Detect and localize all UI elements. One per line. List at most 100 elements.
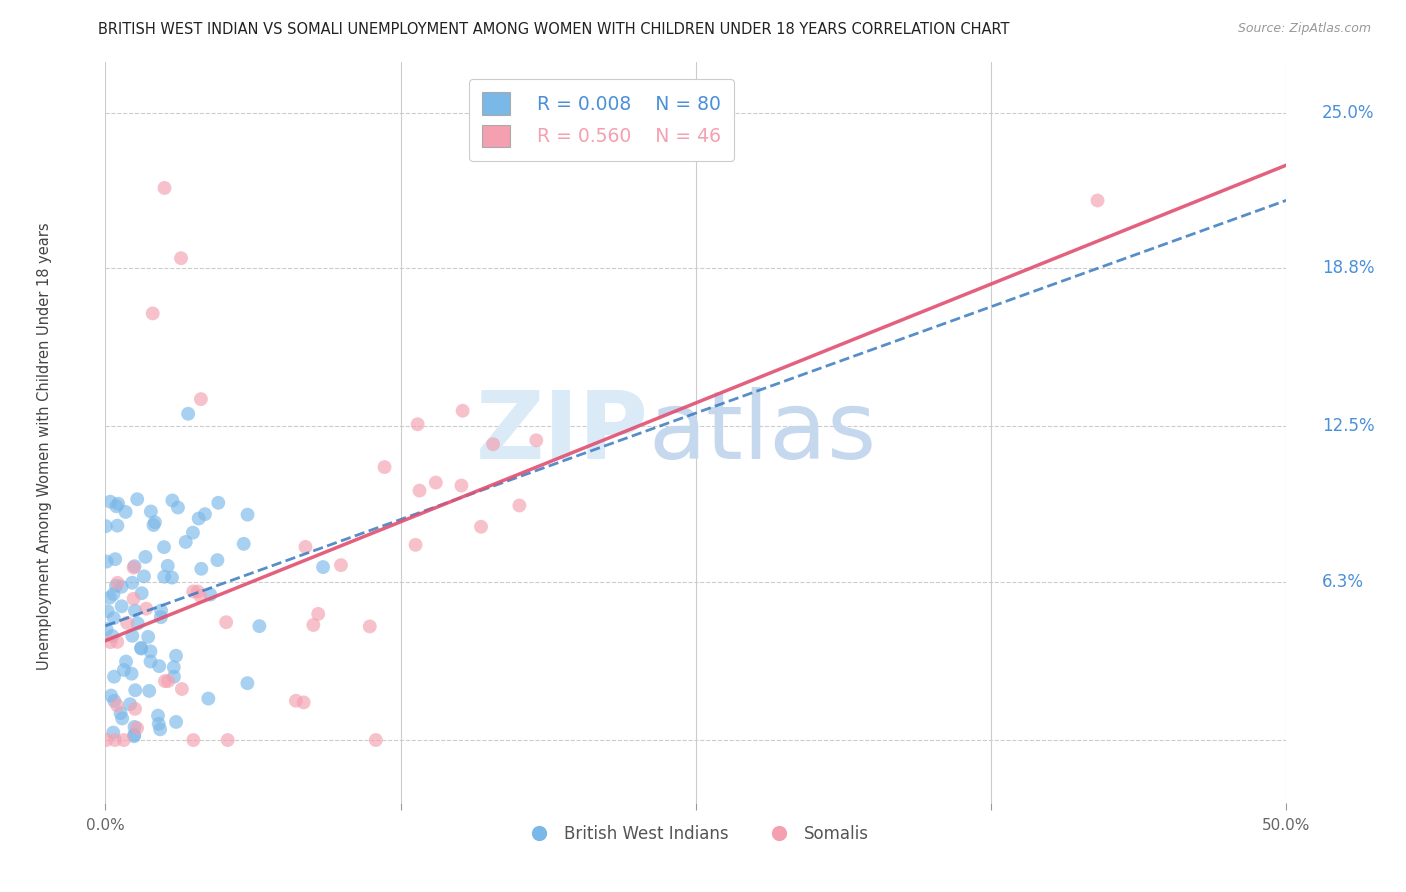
Point xyxy=(406,417,429,432)
Point xyxy=(148,659,170,673)
Point xyxy=(110,706,132,720)
Text: 18.8%: 18.8% xyxy=(1322,260,1375,277)
Text: atlas: atlas xyxy=(648,386,877,479)
Point xyxy=(132,569,155,583)
Point xyxy=(149,723,172,737)
Point xyxy=(103,725,125,739)
Text: Source: ZipAtlas.com: Source: ZipAtlas.com xyxy=(1237,22,1371,36)
Point xyxy=(187,511,209,525)
Point xyxy=(107,497,129,511)
Point xyxy=(188,589,211,603)
Text: 6.3%: 6.3% xyxy=(1322,573,1364,591)
Point xyxy=(150,604,173,618)
Point xyxy=(103,587,125,601)
Point xyxy=(115,615,138,630)
Point xyxy=(190,562,212,576)
Point xyxy=(187,584,209,599)
Point xyxy=(160,571,183,585)
Point xyxy=(121,575,143,590)
Point xyxy=(408,483,430,498)
Point xyxy=(121,666,143,681)
Point xyxy=(98,591,121,605)
Point xyxy=(107,575,129,590)
Point xyxy=(247,619,270,633)
Point xyxy=(451,403,474,417)
Point xyxy=(207,553,229,567)
Point xyxy=(96,555,118,569)
Point xyxy=(524,434,547,448)
Point xyxy=(425,475,447,490)
Point xyxy=(121,629,143,643)
Point xyxy=(103,611,125,625)
Point xyxy=(105,500,128,514)
Text: ZIP: ZIP xyxy=(475,386,648,479)
Point xyxy=(124,720,146,734)
Point xyxy=(129,640,152,655)
Point xyxy=(312,560,335,574)
Point xyxy=(98,494,121,508)
Point xyxy=(153,181,176,195)
Point xyxy=(170,251,193,265)
Point xyxy=(373,460,395,475)
Point xyxy=(97,604,120,618)
Point xyxy=(96,733,118,747)
Point xyxy=(129,641,152,656)
Legend: British West Indians, Somalis: British West Indians, Somalis xyxy=(516,819,876,850)
Point xyxy=(100,689,122,703)
Point xyxy=(124,702,146,716)
Point xyxy=(112,733,135,747)
Point xyxy=(153,570,176,584)
Point xyxy=(215,615,238,630)
Point xyxy=(197,691,219,706)
Point xyxy=(124,559,146,574)
Point xyxy=(200,588,222,602)
Point xyxy=(156,558,179,573)
Point xyxy=(217,733,239,747)
Point xyxy=(105,518,128,533)
Point xyxy=(157,674,180,689)
Point xyxy=(181,584,204,599)
Point xyxy=(330,558,353,573)
Point xyxy=(302,618,325,632)
Point xyxy=(139,655,162,669)
Point xyxy=(177,407,200,421)
Point xyxy=(127,616,149,631)
Point xyxy=(104,733,127,747)
Point xyxy=(114,505,136,519)
Point xyxy=(284,694,307,708)
Text: BRITISH WEST INDIAN VS SOMALI UNEMPLOYMENT AMONG WOMEN WITH CHILDREN UNDER 18 YE: BRITISH WEST INDIAN VS SOMALI UNEMPLOYME… xyxy=(98,22,1010,37)
Point xyxy=(207,496,229,510)
Point xyxy=(146,708,169,723)
Point xyxy=(294,540,316,554)
Point xyxy=(101,629,124,643)
Point xyxy=(190,392,212,406)
Point xyxy=(134,549,156,564)
Point xyxy=(236,676,259,690)
Point xyxy=(139,504,162,518)
Text: 25.0%: 25.0% xyxy=(1322,103,1375,121)
Point xyxy=(105,698,128,713)
Point xyxy=(170,681,193,696)
Point xyxy=(163,670,186,684)
Point xyxy=(148,717,170,731)
Point xyxy=(165,648,187,663)
Point xyxy=(136,630,159,644)
Point xyxy=(181,525,204,540)
Point xyxy=(142,306,165,320)
Point xyxy=(194,507,217,521)
Point xyxy=(292,695,315,709)
Point xyxy=(94,519,117,533)
Point xyxy=(139,644,162,658)
Point xyxy=(111,711,134,725)
Point xyxy=(104,579,127,593)
Point xyxy=(470,520,492,534)
Point xyxy=(122,729,145,743)
Point xyxy=(142,518,165,533)
Point xyxy=(120,697,142,711)
Point xyxy=(100,635,122,649)
Point xyxy=(163,660,186,674)
Point xyxy=(162,493,184,508)
Point xyxy=(1087,194,1109,208)
Point xyxy=(110,580,132,594)
Point xyxy=(364,733,387,747)
